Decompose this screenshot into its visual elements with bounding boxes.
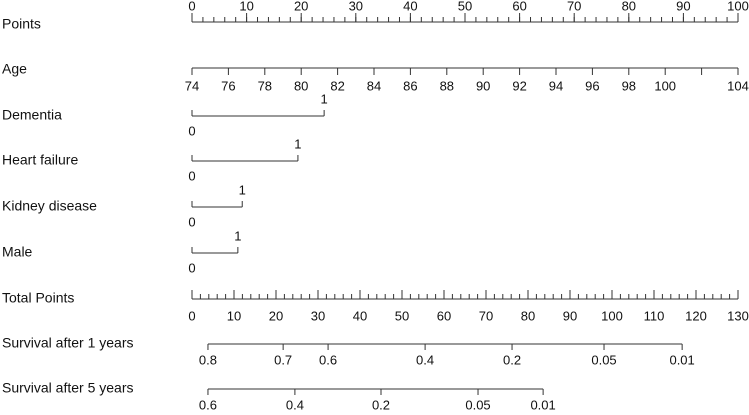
tick-label: 92 <box>512 78 526 93</box>
tick-label: 0 <box>188 123 195 138</box>
tick-label: 0.4 <box>416 352 434 367</box>
row-label: Heart failure <box>2 152 78 168</box>
tick-label: 100 <box>727 0 749 13</box>
tick-label: 96 <box>585 78 599 93</box>
row-label: Survival after 5 years <box>2 380 134 396</box>
tick-label: 0.01 <box>530 397 555 412</box>
tick-label: 130 <box>727 308 749 323</box>
tick-label: 78 <box>258 78 272 93</box>
tick-label: 110 <box>644 308 665 323</box>
tick-label: 0 <box>188 0 195 13</box>
row-label: Kidney disease <box>2 198 97 214</box>
tick-label: 80 <box>521 308 535 323</box>
tick-label: 0.05 <box>591 352 616 367</box>
row-label: Total Points <box>2 290 74 306</box>
tick-label: 0.4 <box>286 397 304 412</box>
tick-label: 100 <box>654 78 676 93</box>
tick-label: 20 <box>269 308 283 323</box>
tick-label: 0 <box>188 308 195 323</box>
tick-label: 74 <box>185 78 199 93</box>
tick-label: 94 <box>549 78 563 93</box>
tick-label: 50 <box>395 308 409 323</box>
tick-label: 10 <box>227 308 241 323</box>
tick-label: 70 <box>567 0 581 13</box>
tick-label: 86 <box>403 78 417 93</box>
tick-label: 0.01 <box>669 352 694 367</box>
tick-label: 20 <box>294 0 308 13</box>
tick-label: 30 <box>311 308 325 323</box>
tick-label: 50 <box>458 0 472 13</box>
row-label: Age <box>2 61 27 77</box>
tick-label: 82 <box>330 78 344 93</box>
tick-label: 100 <box>601 308 623 323</box>
tick-label: 0.2 <box>372 397 390 412</box>
tick-label: 84 <box>367 78 381 93</box>
tick-label: 70 <box>479 308 493 323</box>
row-label: Survival after 1 years <box>2 335 134 351</box>
tick-label: 60 <box>512 0 526 13</box>
tick-label: 0.7 <box>274 352 292 367</box>
tick-label: 1 <box>239 182 246 197</box>
tick-label: 0.2 <box>503 352 521 367</box>
tick-label: 0.8 <box>199 352 217 367</box>
row-label: Dementia <box>2 107 62 123</box>
row-label: Male <box>2 244 33 260</box>
tick-label: 90 <box>676 0 690 13</box>
tick-label: 40 <box>353 308 367 323</box>
tick-label: 1 <box>321 91 328 106</box>
tick-label: 0.05 <box>465 397 490 412</box>
tick-label: 1 <box>294 136 301 151</box>
tick-label: 10 <box>239 0 253 13</box>
tick-label: 60 <box>437 308 451 323</box>
tick-label: 30 <box>349 0 363 13</box>
tick-label: 98 <box>622 78 636 93</box>
tick-label: 90 <box>563 308 577 323</box>
tick-label: 0 <box>188 168 195 183</box>
tick-label: 88 <box>440 78 454 93</box>
tick-label: 0.6 <box>319 352 337 367</box>
tick-label: 0.6 <box>199 397 217 412</box>
tick-label: 76 <box>221 78 235 93</box>
tick-label: 1 <box>234 228 241 243</box>
tick-label: 104 <box>727 78 749 93</box>
row-label: Points <box>2 16 41 32</box>
tick-label: 40 <box>403 0 417 13</box>
tick-label: 80 <box>622 0 636 13</box>
tick-label: 90 <box>476 78 490 93</box>
tick-label: 0 <box>188 214 195 229</box>
tick-label: 120 <box>685 308 707 323</box>
tick-label: 0 <box>188 260 195 275</box>
tick-label: 80 <box>294 78 308 93</box>
